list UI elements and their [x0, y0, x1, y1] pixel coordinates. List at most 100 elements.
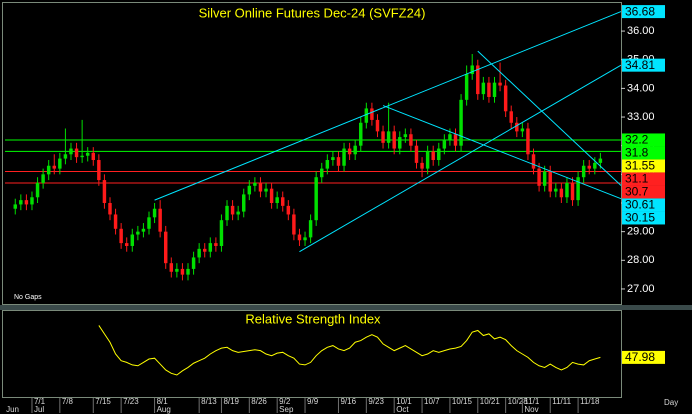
value-box-label: 47.98 — [625, 350, 655, 364]
candle-body — [203, 248, 207, 252]
candle-body — [158, 208, 162, 232]
candle-body — [409, 134, 413, 146]
y-tick-label: 33.00 — [627, 111, 655, 123]
candle-body — [281, 197, 285, 206]
candle-body — [442, 139, 447, 149]
month-label: Jun — [6, 405, 19, 414]
value-box-label: 31.55 — [625, 159, 655, 173]
candle-body — [269, 188, 274, 203]
candle-body — [370, 108, 374, 120]
candle-body — [448, 134, 452, 140]
candle-body — [214, 243, 218, 246]
value-box — [622, 58, 665, 72]
candle-body — [242, 194, 246, 212]
x-tick-label: 10/1 — [396, 397, 412, 406]
value-box — [622, 185, 665, 199]
candle-body — [375, 119, 380, 132]
candle-body — [381, 131, 385, 143]
panel-divider — [0, 305, 692, 310]
candle-body — [531, 154, 536, 169]
value-box-label: 34.81 — [625, 58, 655, 72]
candle-body — [180, 268, 185, 275]
candle-body — [359, 122, 363, 146]
candle-body — [286, 205, 291, 215]
candle-body — [347, 148, 352, 155]
y-tick-label: 27.00 — [627, 283, 655, 295]
candle-body — [41, 174, 45, 183]
x-tick-label: 11/11 — [552, 397, 571, 406]
candle-body — [364, 108, 369, 123]
candle-body — [236, 211, 240, 215]
candle-body — [386, 131, 391, 143]
month-label: Oct — [396, 405, 409, 414]
candle-body — [320, 168, 324, 178]
rsi-panel — [2, 310, 622, 398]
y-tick-label: 29.00 — [627, 226, 655, 238]
candle-body — [554, 188, 558, 192]
x-tick-label: 8/13 — [201, 397, 217, 406]
value-box — [622, 159, 665, 173]
candle-body — [74, 148, 79, 158]
candle-body — [526, 128, 530, 155]
x-tick-label: 7/23 — [123, 397, 139, 406]
candle-body — [169, 263, 174, 272]
candle-body — [163, 231, 168, 264]
x-tick-label: 9/2 — [279, 397, 291, 406]
candle-body — [537, 168, 541, 186]
value-box-label: 31.8 — [625, 146, 649, 160]
periodicity-label: Day — [664, 398, 678, 407]
month-label: Nov — [524, 405, 538, 414]
candle-body — [136, 231, 140, 235]
x-tick-label: 8/1 — [157, 397, 169, 406]
candle-body — [548, 171, 552, 192]
candle-body — [392, 131, 396, 149]
rsi-title: Relative Strength Index — [245, 311, 381, 326]
candle-body — [570, 182, 575, 201]
candle-body — [509, 111, 513, 123]
candle-body — [102, 180, 107, 203]
candle-body — [292, 214, 296, 235]
candle-body — [593, 162, 597, 169]
value-box-label: 32.2 — [625, 133, 649, 147]
x-tick-label: 11/18 — [580, 397, 600, 406]
value-box — [622, 172, 665, 186]
candle-body — [247, 185, 252, 195]
x-tick-label: 10/28 — [508, 397, 529, 406]
candle-body — [35, 182, 40, 198]
candle-body — [565, 182, 569, 198]
candle-body — [314, 177, 318, 221]
trendline — [299, 64, 622, 253]
candle-body — [598, 158, 603, 163]
candle-body — [197, 248, 201, 258]
candle-body — [124, 243, 129, 246]
candle-body — [130, 234, 135, 246]
candle-body — [587, 165, 591, 169]
candle-body — [403, 134, 408, 138]
candle-body — [69, 148, 73, 155]
candle-body — [420, 162, 424, 169]
trendline — [382, 105, 622, 200]
value-box — [622, 198, 665, 212]
candle-body — [80, 155, 84, 158]
value-box-label: 30.7 — [625, 185, 649, 199]
candle-body — [581, 165, 586, 178]
candle-body — [476, 65, 480, 95]
candle-body — [13, 204, 17, 209]
candle-body — [425, 151, 430, 169]
value-box — [622, 133, 665, 147]
x-tick-label: 9/9 — [307, 397, 319, 406]
candle-body — [175, 268, 179, 272]
candle-body — [487, 82, 491, 97]
candle-body — [325, 160, 330, 169]
candle-body — [141, 228, 146, 232]
candle-body — [230, 205, 235, 215]
candle-body — [58, 158, 62, 169]
candle-body — [464, 74, 469, 100]
candle-body — [515, 122, 519, 132]
candle-body — [152, 208, 157, 218]
month-label: Jul — [34, 405, 44, 414]
y-tick-label: 36.00 — [627, 25, 655, 37]
candle-body — [119, 228, 123, 244]
candle-body — [91, 152, 96, 161]
